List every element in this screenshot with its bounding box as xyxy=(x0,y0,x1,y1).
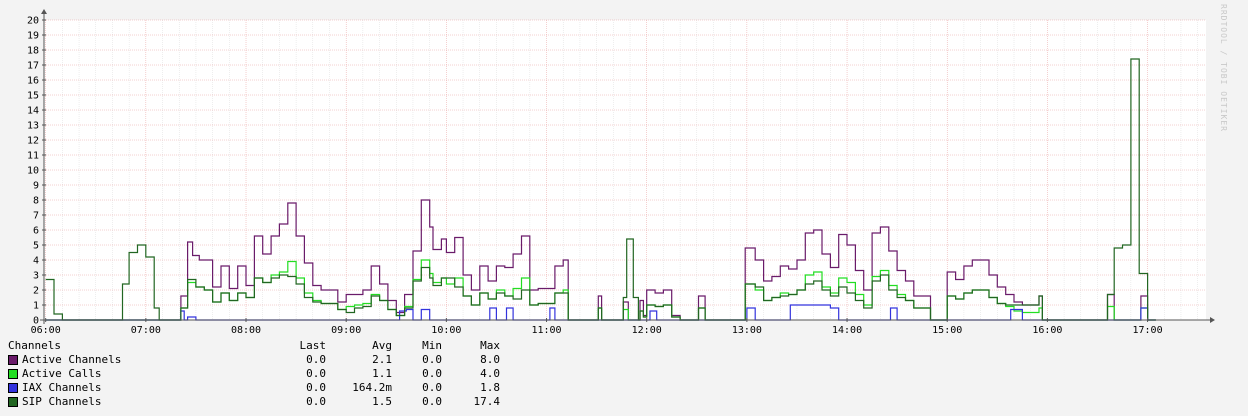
y-tick-label: 13 xyxy=(27,121,39,132)
y-tick-label: 5 xyxy=(33,241,39,252)
legend-swatch xyxy=(8,355,18,365)
legend-series-name: IAX Channels xyxy=(22,381,102,394)
grid xyxy=(44,19,1206,321)
channels-chart: 06:00 07:00 08:00 09:00 10:00 11:00 12:00 13:00… xyxy=(27,4,1228,337)
x-tick-label: 13:00 xyxy=(732,325,762,336)
x-tick-label: 16:00 xyxy=(1032,325,1062,336)
y-tick-label: 18 xyxy=(27,46,39,57)
y-tick-label: 16 xyxy=(27,76,39,87)
legend-min-value: 0.0 xyxy=(422,395,442,408)
legend-max-value: 1.8 xyxy=(480,381,500,394)
legend-last-value: 0.0 xyxy=(306,395,326,408)
legend-avg-value: 164.2m xyxy=(352,381,392,394)
legend-swatch xyxy=(8,369,18,379)
legend-series-name: Active Channels xyxy=(22,353,122,366)
axes xyxy=(40,9,1215,324)
legend-max-value: 4.0 xyxy=(480,367,500,380)
y-tick-label: 1 xyxy=(33,301,39,312)
x-tick-label: 10:00 xyxy=(431,325,461,336)
legend-swatch xyxy=(8,397,18,407)
y-tick-label: 7 xyxy=(33,211,39,222)
legend-col-max: Max xyxy=(480,339,500,352)
y-tick-label: 17 xyxy=(27,61,39,72)
y-tick-label: 11 xyxy=(27,151,39,162)
legend-max-value: 17.4 xyxy=(473,395,501,408)
y-tick-label: 12 xyxy=(27,136,39,147)
y-tick-label: 19 xyxy=(27,31,39,42)
watermark-text: RRDTOOL / TOBI OETIKER xyxy=(1219,4,1228,132)
legend-swatch xyxy=(8,383,18,393)
legend-last-value: 0.0 xyxy=(306,367,326,380)
x-tick-label: 15:00 xyxy=(932,325,962,336)
legend-col-min: Min xyxy=(422,339,442,352)
x-tick-label: 08:00 xyxy=(231,325,261,336)
y-tick-label: 3 xyxy=(33,271,39,282)
x-tick-label: 17:00 xyxy=(1133,325,1163,336)
y-tick-label: 0 xyxy=(33,316,39,327)
y-tick-label: 14 xyxy=(27,106,39,117)
legend-min-value: 0.0 xyxy=(422,367,442,380)
x-tick-label: 14:00 xyxy=(832,325,862,336)
legend-last-value: 0.0 xyxy=(306,353,326,366)
y-tick-label: 20 xyxy=(27,16,39,27)
legend-col-last: Last xyxy=(299,339,327,352)
y-tick-label: 9 xyxy=(33,181,39,192)
x-axis-arrow xyxy=(1210,317,1215,323)
x-tick-label: 11:00 xyxy=(531,325,561,336)
y-tick-label: 15 xyxy=(27,91,39,102)
y-tick-label: 2 xyxy=(33,286,39,297)
legend-avg-value: 1.5 xyxy=(372,395,392,408)
y-tick-label: 4 xyxy=(33,256,39,267)
series-line-sip-channels xyxy=(45,58,1156,321)
legend-col-avg: Avg xyxy=(372,339,392,352)
legend-title: Channels xyxy=(8,339,61,352)
y-tick-label: 8 xyxy=(33,196,39,207)
legend-series-name: SIP Channels xyxy=(22,395,102,408)
x-tick-label: 12:00 xyxy=(632,325,662,336)
legend-last-value: 0.0 xyxy=(306,381,326,394)
legend-series-name: Active Calls xyxy=(22,367,102,380)
y-tick-label: 6 xyxy=(33,226,39,237)
x-tick-label: 07:00 xyxy=(131,325,161,336)
legend-max-value: 8.0 xyxy=(480,353,500,366)
tick-labels: 06:00 07:00 08:00 09:00 10:00 11:00 12:00 13:00… xyxy=(27,16,1163,337)
legend-avg-value: 1.1 xyxy=(372,367,392,380)
legend-min-value: 0.0 xyxy=(422,381,442,394)
y-axis-arrow xyxy=(41,9,47,14)
x-tick-label: 09:00 xyxy=(331,325,361,336)
legend-min-value: 0.0 xyxy=(422,353,442,366)
y-tick-label: 10 xyxy=(27,166,39,177)
legend-avg-value: 2.1 xyxy=(372,353,392,366)
x-tick-label: 06:00 xyxy=(31,325,61,336)
